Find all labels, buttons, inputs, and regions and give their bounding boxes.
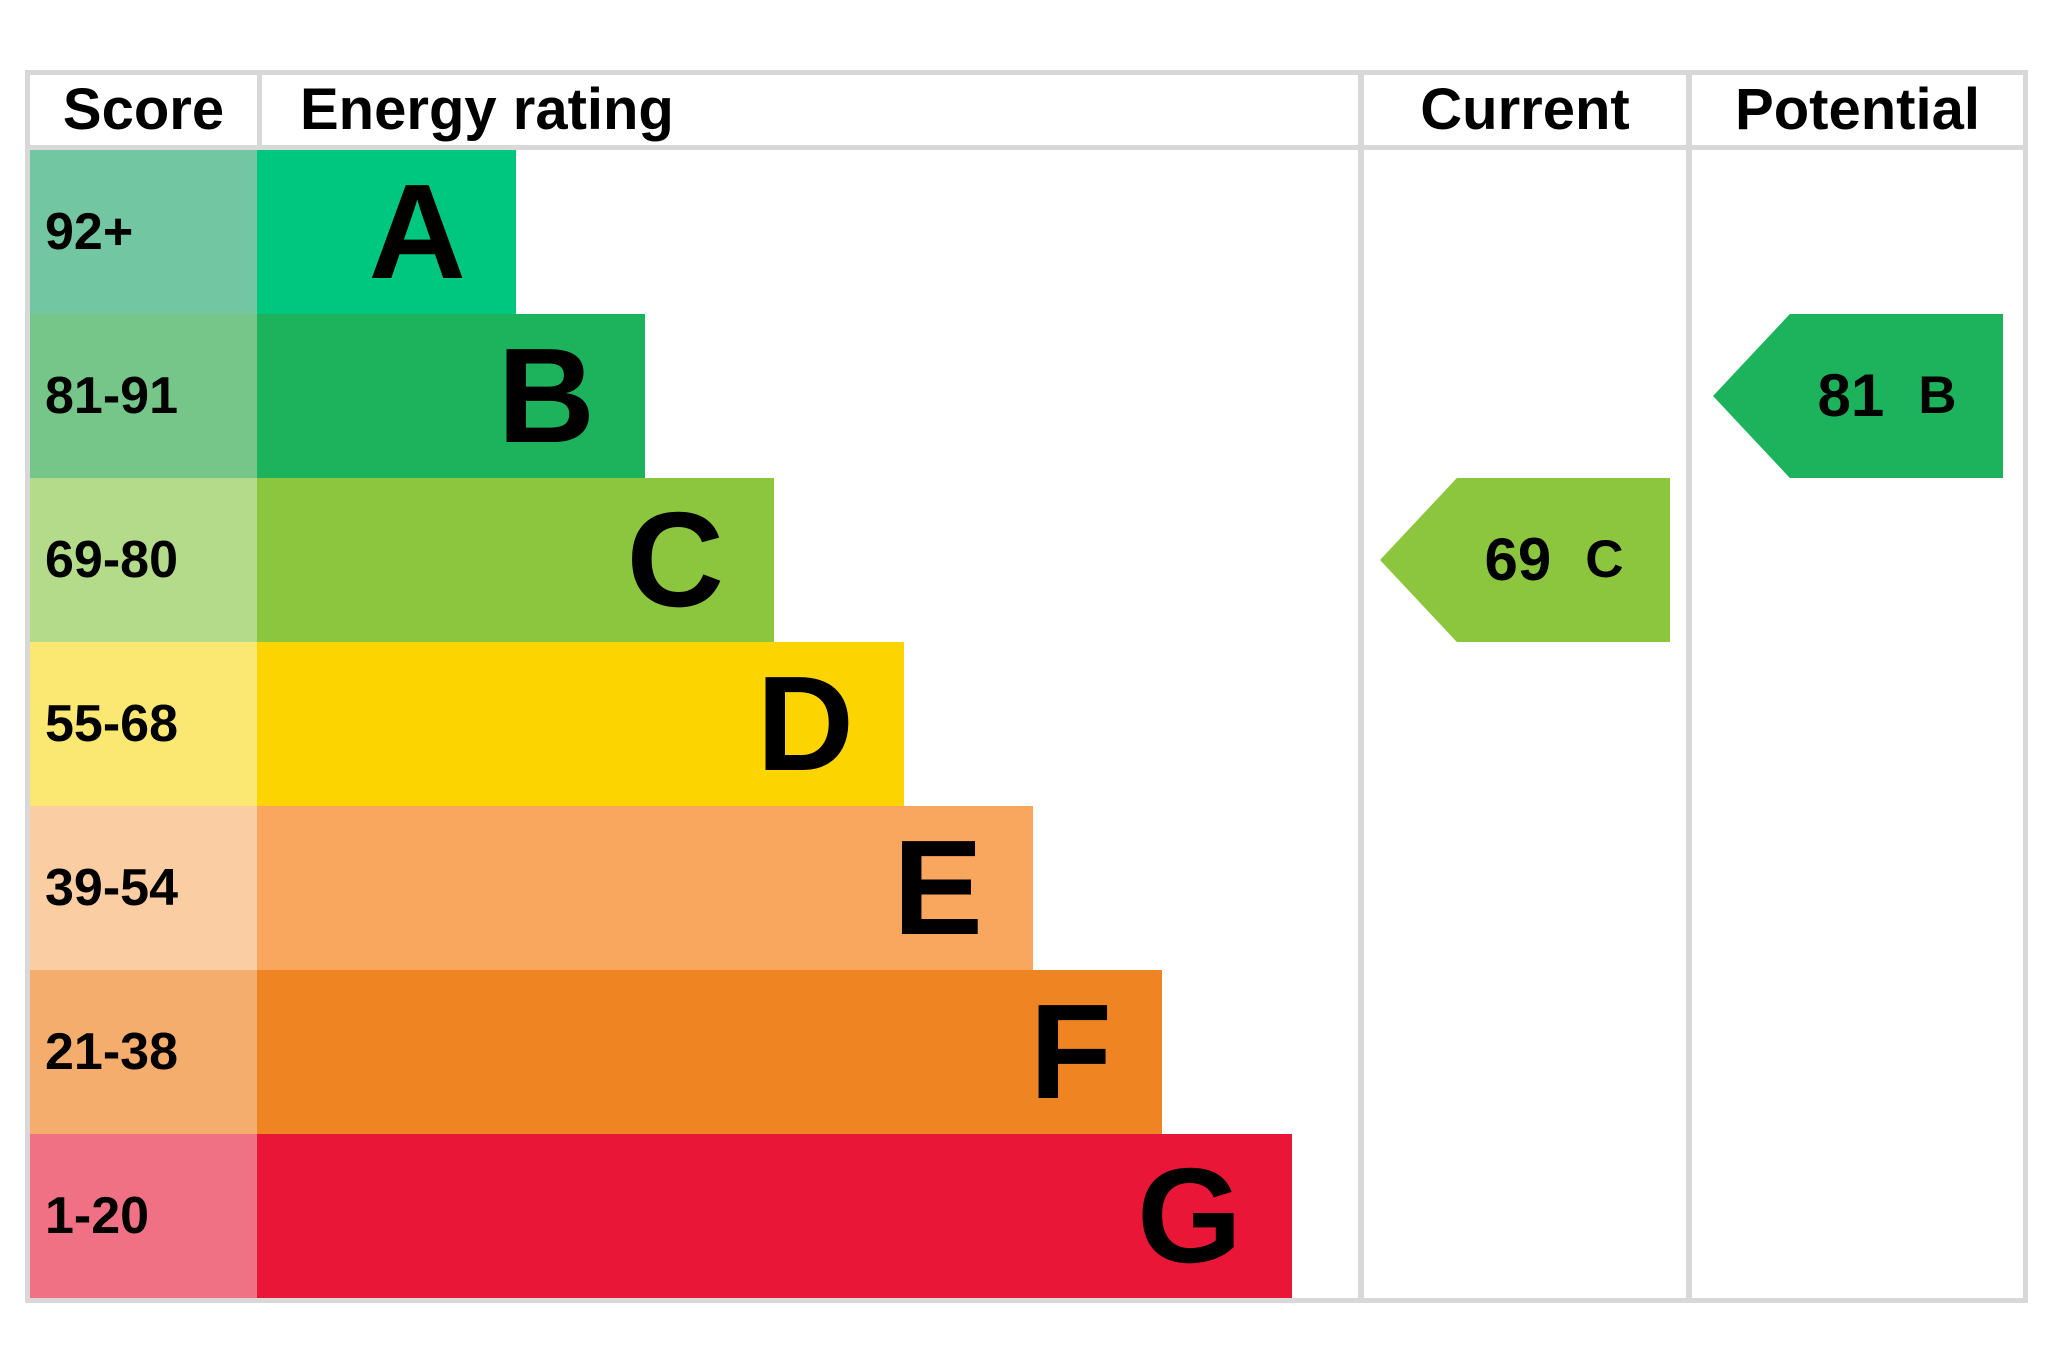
band-row-d: 55-68 D [30, 642, 2023, 806]
band-letter-g: G [1136, 1140, 1242, 1291]
header-current: Current [1420, 77, 1630, 142]
score-column-divider [257, 75, 262, 145]
rating-bar-a: A [257, 150, 516, 314]
table-border-bottom [25, 1298, 2028, 1303]
potential-rating-letter: B [1918, 366, 1957, 425]
current-rating-letter: C [1585, 530, 1624, 589]
table-border-left [25, 70, 30, 1303]
band-letter-b: B [497, 320, 596, 471]
header-potential: Potential [1735, 77, 1980, 142]
current-score: 69 [1484, 526, 1552, 593]
potential-score: 81 [1817, 362, 1885, 429]
band-letter-c: C [626, 484, 725, 635]
band-letter-f: F [1029, 976, 1112, 1127]
band-letter-d: D [756, 648, 855, 799]
score-range-a: 92+ [30, 150, 257, 314]
score-range-c: 69-80 [30, 478, 257, 642]
rating-bar-c: C [257, 478, 774, 642]
table-border-right [2023, 70, 2028, 1303]
band-letter-a: A [368, 156, 467, 307]
score-range-f: 21-38 [30, 970, 257, 1134]
header-energy-rating: Energy rating [300, 77, 674, 142]
rating-bar-e: E [257, 806, 1033, 970]
table-border-top [25, 70, 2028, 75]
score-range-d: 55-68 [30, 642, 257, 806]
score-range-b: 81-91 [30, 314, 257, 478]
band-row-e: 39-54 E [30, 806, 2023, 970]
rating-bar-f: F [257, 970, 1162, 1134]
header-underline [25, 145, 2028, 150]
band-row-a: 92+ A [30, 150, 2023, 314]
rating-bar-d: D [257, 642, 904, 806]
potential-column-divider [1686, 75, 1692, 1298]
score-range-g: 1-20 [30, 1134, 257, 1298]
score-range-e: 39-54 [30, 806, 257, 970]
band-row-g: 1-20 G [30, 1134, 2023, 1298]
rating-bar-b: B [257, 314, 645, 478]
current-column-divider [1358, 75, 1364, 1298]
band-row-f: 21-38 F [30, 970, 2023, 1134]
rating-bar-g: G [257, 1134, 1292, 1298]
header-score: Score [62, 77, 225, 142]
band-row-b: 81-91 B [30, 314, 2023, 478]
band-letter-e: E [892, 812, 983, 963]
band-row-c: 69-80 C [30, 478, 2023, 642]
